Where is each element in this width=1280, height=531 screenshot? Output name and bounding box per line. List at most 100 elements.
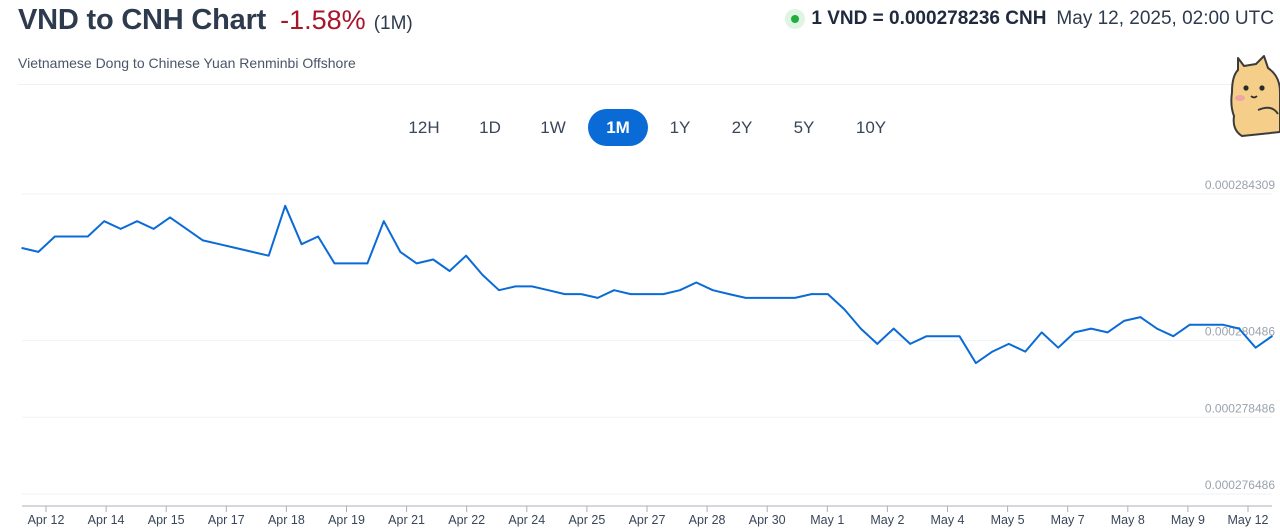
data-point	[744, 297, 747, 299]
data-point	[827, 293, 829, 295]
data-point	[892, 327, 895, 330]
data-point	[1156, 327, 1158, 330]
y-tick-label: 0.000278486	[1205, 401, 1275, 415]
data-point	[695, 281, 698, 284]
x-tick-label: Apr 22	[448, 513, 485, 527]
tab-1m[interactable]: 1M	[588, 109, 648, 146]
x-tick-label: May 1	[810, 513, 844, 527]
data-point	[843, 308, 846, 311]
x-tick-label: May 9	[1171, 513, 1205, 527]
data-point	[1238, 327, 1240, 330]
data-point	[794, 297, 796, 299]
data-point	[1106, 331, 1109, 334]
x-tick-label: Apr 27	[629, 513, 666, 527]
data-point	[711, 289, 714, 292]
data-point	[54, 235, 56, 238]
data-point	[1205, 323, 1208, 326]
data-point	[1254, 346, 1257, 349]
data-point	[86, 235, 89, 238]
data-point	[629, 293, 632, 295]
x-tick-label: Apr 18	[268, 513, 305, 527]
data-point	[942, 335, 944, 338]
data-point	[1123, 320, 1125, 322]
x-tick-label: Apr 17	[208, 513, 245, 527]
data-point	[317, 235, 319, 238]
data-point	[909, 343, 911, 345]
data-point	[251, 251, 254, 253]
current-rate: 1 VND = 0.000278236 CNH	[811, 8, 1047, 29]
data-point	[1008, 343, 1010, 345]
x-tick-label: Apr 14	[88, 513, 125, 527]
data-point	[761, 297, 763, 299]
x-tick-label: Apr 21	[388, 513, 425, 527]
data-point	[876, 343, 879, 345]
header-divider	[18, 84, 1280, 85]
x-tick-label: Apr 19	[328, 513, 365, 527]
tab-1w[interactable]: 1W	[540, 118, 566, 137]
data-point	[1271, 335, 1273, 338]
data-point	[415, 262, 418, 265]
rate-row: 1 VND = 0.000278236 CNH May 12, 2025, 02…	[785, 8, 1274, 30]
x-tick-label: Apr 30	[749, 513, 786, 527]
data-point	[1040, 331, 1043, 334]
x-tick-label: Apr 12	[28, 513, 65, 527]
data-point	[152, 228, 155, 230]
data-point	[1188, 323, 1191, 326]
data-point	[284, 205, 286, 207]
data-point	[350, 262, 352, 265]
data-point	[300, 243, 303, 245]
data-point	[333, 262, 336, 265]
data-point	[481, 274, 484, 276]
x-tick-label: May 7	[1051, 513, 1085, 527]
data-point	[860, 327, 862, 330]
data-point	[991, 350, 994, 353]
data-point	[1024, 350, 1027, 353]
tab-2y[interactable]: 2Y	[731, 118, 753, 137]
x-tick-label: May 5	[991, 513, 1025, 527]
data-point	[202, 239, 204, 242]
title-row: VND to CNH Chart -1.58% (1M)	[18, 4, 413, 37]
data-point	[662, 293, 665, 295]
rate-timestamp: May 12, 2025, 02:00 UTC	[1056, 8, 1274, 29]
data-point	[1172, 335, 1175, 338]
data-point	[399, 251, 402, 253]
tab-10y[interactable]: 10Y	[855, 118, 887, 137]
data-point	[70, 235, 73, 238]
y-tick-label: 0.000276486	[1205, 478, 1275, 492]
pair-description: Vietnamese Dong to Chinese Yuan Renminbi…	[18, 55, 356, 71]
data-point	[21, 247, 23, 249]
data-point	[235, 247, 237, 249]
x-tick-label: May 4	[930, 513, 964, 527]
data-point	[267, 254, 270, 257]
data-point	[777, 297, 780, 299]
tab-1y[interactable]: 1Y	[669, 118, 691, 137]
data-point	[1139, 316, 1142, 318]
series-line	[21, 204, 1273, 365]
data-point	[531, 285, 533, 288]
period-label: (1M)	[373, 13, 413, 34]
page-title: VND to CNH Chart	[18, 4, 267, 36]
x-tick-label: Apr 15	[148, 513, 185, 527]
data-point	[498, 289, 500, 292]
data-point	[514, 285, 517, 288]
mascot-icon	[1230, 55, 1280, 137]
data-point	[580, 293, 583, 295]
data-point	[366, 262, 369, 265]
data-point	[563, 293, 566, 295]
x-tick-label: May 8	[1111, 513, 1145, 527]
data-point	[613, 289, 615, 292]
data-point	[596, 297, 599, 299]
data-point	[925, 335, 928, 338]
data-point	[136, 220, 138, 222]
data-point	[465, 254, 467, 257]
tab-12h[interactable]: 12H	[408, 118, 440, 137]
exchange-rate-chart[interactable]: 0.000284309 0.000280486 0.000278486 0.00027…	[0, 170, 1280, 531]
data-point	[37, 251, 40, 253]
data-point	[810, 293, 813, 295]
percent-change: -1.58%	[280, 5, 366, 35]
x-tick-label: May 2	[870, 513, 904, 527]
y-tick-label: 0.000280486	[1205, 325, 1275, 339]
x-tick-label: Apr 25	[568, 513, 605, 527]
tab-1d[interactable]: 1D	[479, 118, 501, 137]
tab-5y[interactable]: 5Y	[793, 118, 815, 137]
